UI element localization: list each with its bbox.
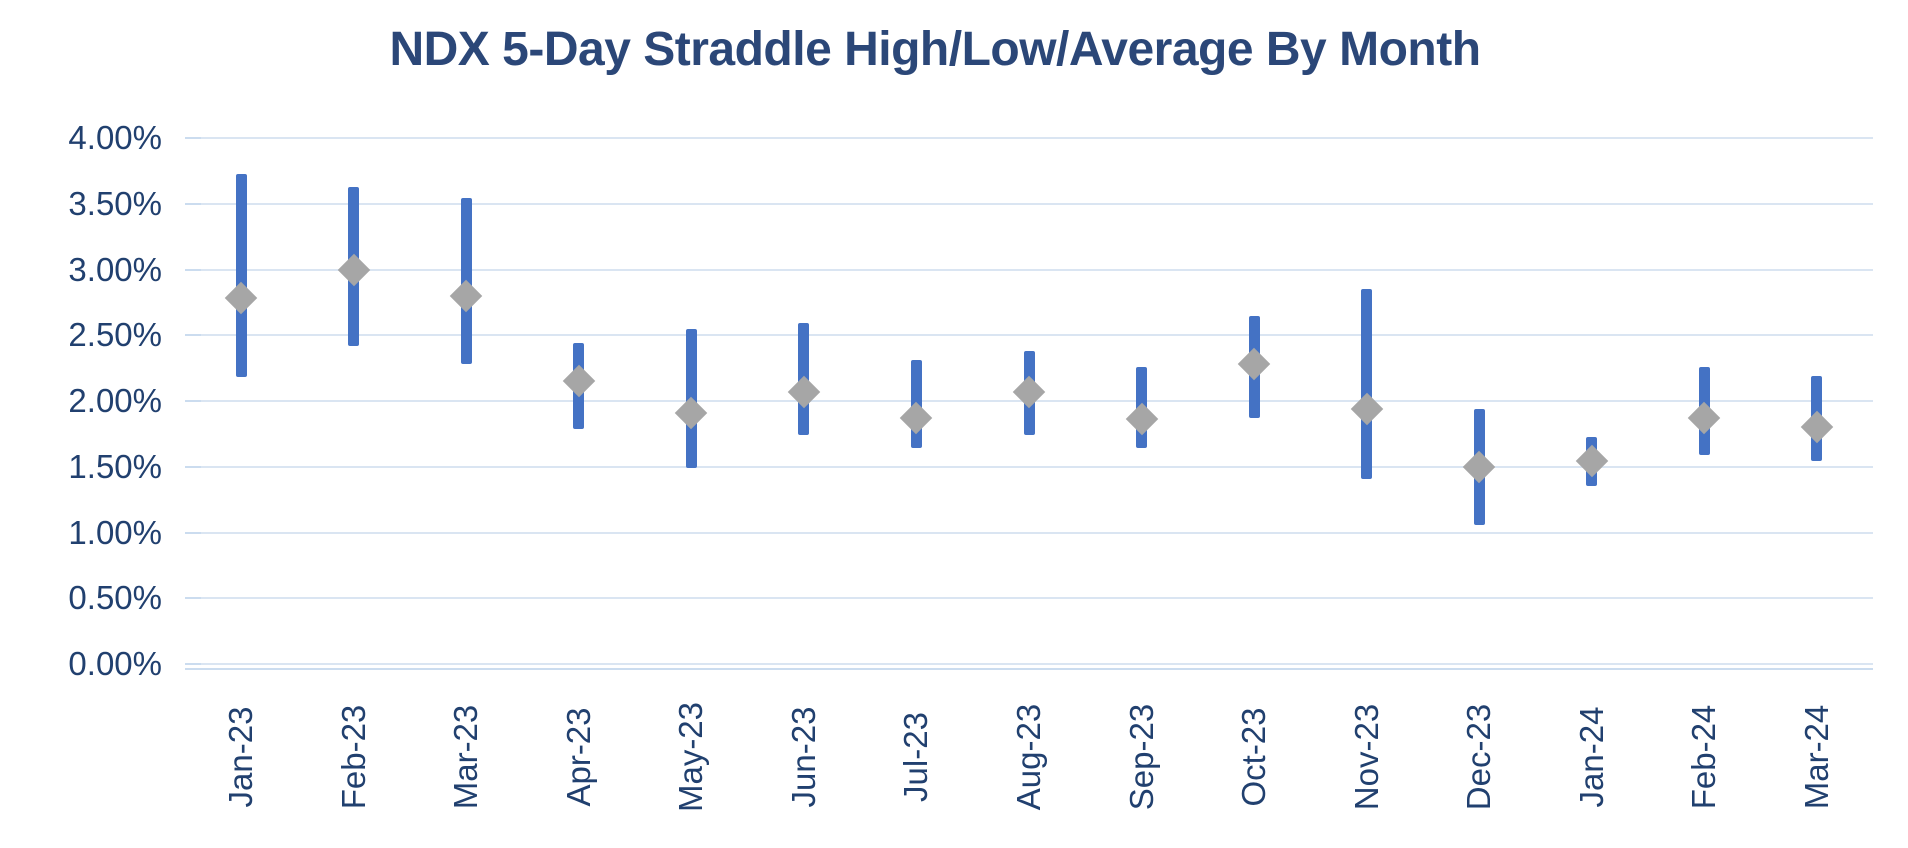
average-marker-apr-23 [562,365,596,398]
average-marker-nov-23 [1350,392,1383,426]
x-axis-label-apr-23: Apr-23 [559,707,597,807]
x-axis-line [185,668,1873,670]
y-axis-tick-label: 2.50% [68,316,162,354]
average-marker-mar-23 [450,279,483,313]
y-axis-tick [185,268,201,271]
average-marker-aug-23 [1012,375,1046,409]
y-axis-tick-label: 1.50% [68,447,162,485]
gridline [185,268,1873,271]
gridline [185,465,1873,468]
average-marker-feb-23 [337,253,371,286]
average-marker-jan-24 [1575,445,1608,478]
y-axis-tick-label: 1.00% [68,513,162,551]
y-axis-tick-label: 0.50% [68,579,162,617]
x-axis-label-feb-23: Feb-23 [334,704,372,810]
gridline [185,137,1873,139]
average-marker-jul-23 [900,401,933,435]
x-axis-label-feb-24: Feb-24 [1685,704,1723,810]
x-axis-label-oct-23: Oct-23 [1235,707,1273,807]
y-axis-tick-label: 4.00% [68,119,162,156]
x-axis-label-jan-24: Jan-24 [1572,706,1610,808]
x-axis-label-nov-23: Nov-23 [1347,703,1385,811]
range-bar-nov-23 [1361,289,1373,479]
average-marker-oct-23 [1237,347,1271,381]
y-axis-tick-label: 3.50% [68,184,162,222]
y-axis-tick [185,663,201,665]
average-marker-sep-23 [1125,403,1158,436]
x-axis-label-may-23: May-23 [672,701,710,813]
y-axis-tick [185,137,201,139]
x-axis-label-jun-23: Jun-23 [784,706,822,808]
gridline [185,597,1873,600]
x-axis-label-mar-23: Mar-23 [447,704,485,810]
x-axis-label-aug-23: Aug-23 [1010,703,1047,811]
y-axis-tick [185,400,201,402]
y-axis-tick-label: 2.00% [68,382,162,419]
x-axis-label-dec-23: Dec-23 [1460,703,1498,811]
x-axis-label-mar-24: Mar-24 [1797,704,1835,810]
x-axis-label-sep-23: Sep-23 [1122,703,1160,811]
chart-title: NDX 5-Day Straddle High/Low/Average By M… [389,23,1481,76]
average-marker-dec-23 [1462,450,1496,484]
x-axis-label-jan-23: Jan-23 [222,706,260,808]
average-marker-jan-23 [225,282,258,315]
range-bar-jan-23 [235,173,247,378]
y-axis-tick-label: 3.00% [68,250,162,288]
gridline [185,531,1873,534]
y-axis-tick-label: 0.00% [68,645,162,682]
gridline [185,202,1873,205]
average-marker-mar-24 [1800,411,1833,444]
x-axis-label-jul-23: Jul-23 [897,712,935,802]
y-axis-tick [185,334,201,337]
average-marker-feb-24 [1687,401,1721,435]
y-axis-tick [185,597,201,600]
gridline [185,334,1873,337]
gridline [185,663,1873,665]
y-axis-tick [185,465,201,468]
average-marker-jun-23 [787,375,821,409]
y-axis-tick [185,202,201,205]
y-axis-tick [185,531,201,534]
